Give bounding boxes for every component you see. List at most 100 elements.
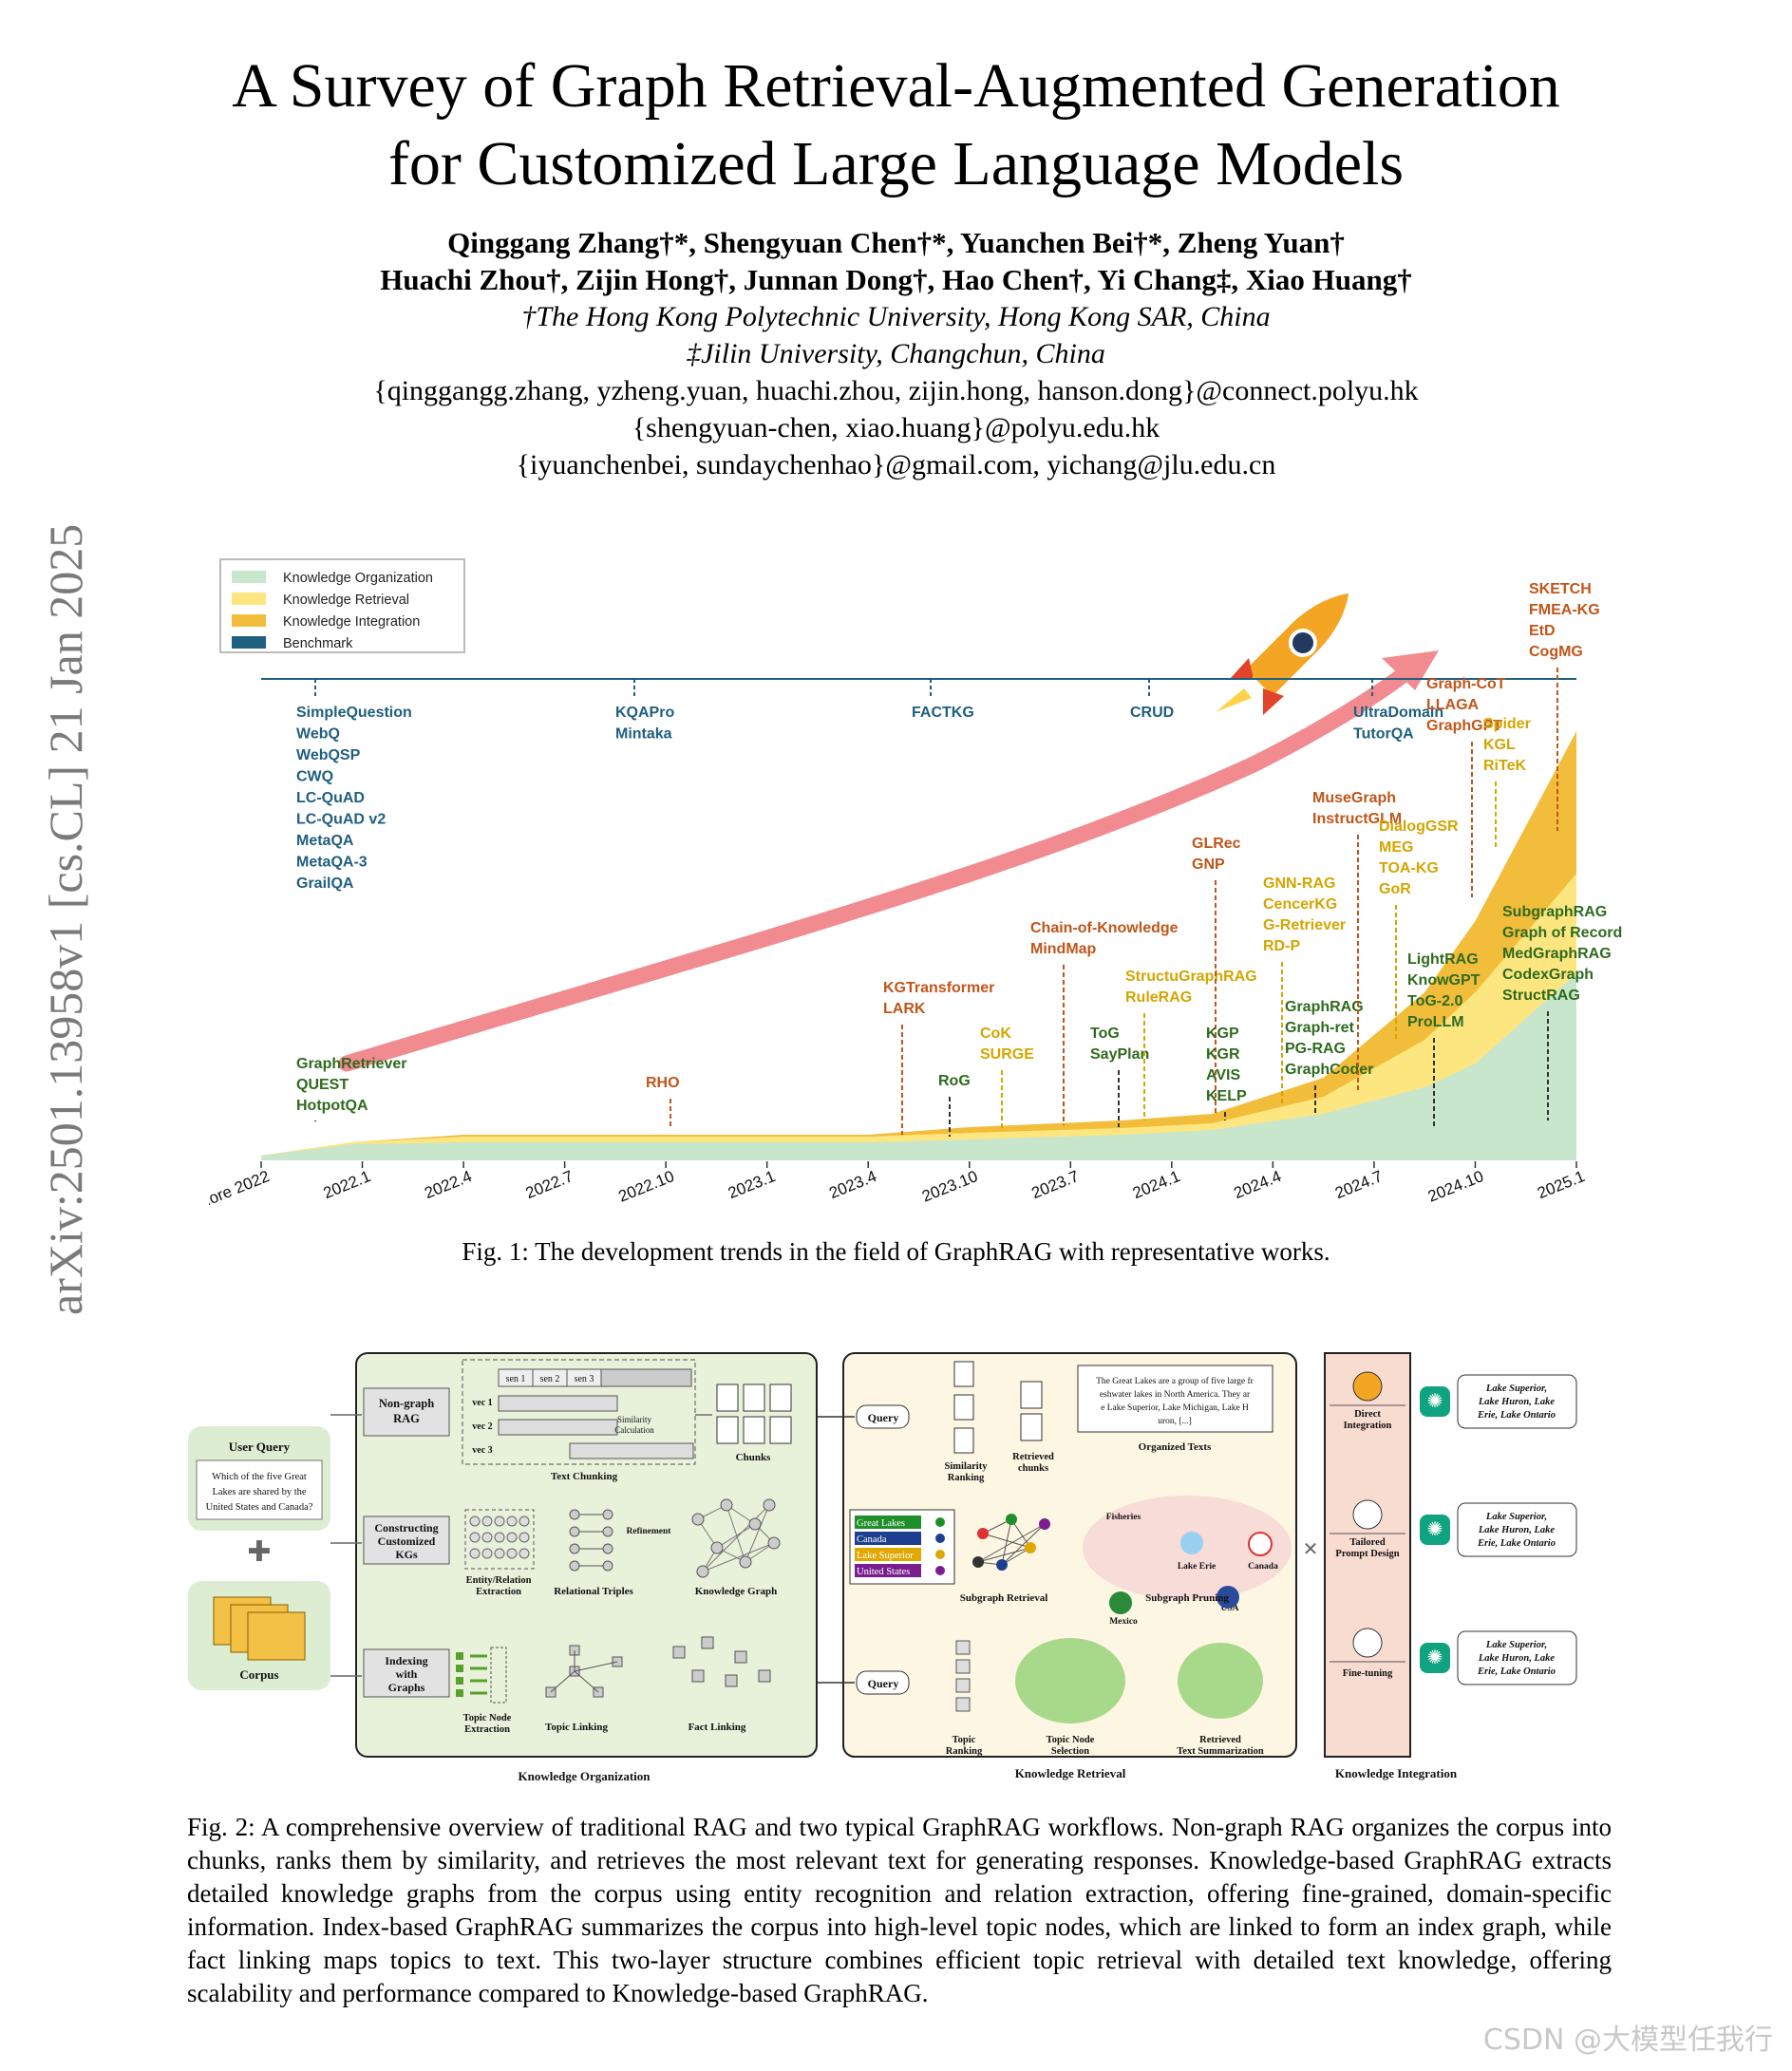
svg-text:Query: Query xyxy=(868,1411,899,1424)
trend-arrow-head xyxy=(1382,650,1439,690)
knowledge-retrieval-panel xyxy=(842,1352,1297,1758)
legend-label: Knowledge Integration xyxy=(283,614,420,630)
corpus-label: Corpus xyxy=(239,1667,278,1682)
email-line-3: {iyuanchenbei, sundaychenhao}@gmail.com,… xyxy=(516,449,1276,480)
benchmark-label: GrailQA xyxy=(296,875,354,892)
work-label: RD-P xyxy=(1263,938,1300,954)
folder-icon xyxy=(247,1611,306,1661)
topic-linking-label: Topic Linking xyxy=(545,1722,608,1733)
svg-text:Ranking: Ranking xyxy=(946,1746,983,1757)
user-query-title: User Query xyxy=(229,1440,291,1454)
text-chunking-label: Text Chunking xyxy=(551,1471,618,1482)
work-labels: GraphRetriever QUEST HotpotQA RHO KGTransfor… xyxy=(296,581,1622,1137)
integration-icon xyxy=(1352,1499,1383,1530)
work-label: MEG xyxy=(1379,839,1413,856)
work-label: KGL xyxy=(1483,737,1516,753)
work-label: CogMG xyxy=(1529,644,1583,660)
knowledge-integration-panel xyxy=(1324,1352,1411,1758)
svg-text:Lake Huron, Lake: Lake Huron, Lake xyxy=(1478,1653,1556,1664)
legend-swatch xyxy=(232,571,266,583)
svg-text:Extraction: Extraction xyxy=(476,1587,521,1597)
work-label: CodexGraph xyxy=(1502,967,1594,983)
row-label-box xyxy=(363,1516,450,1565)
work-label: QUEST xyxy=(296,1077,349,1093)
llm-icon xyxy=(1420,1386,1450,1417)
work-label: PG-RAG xyxy=(1285,1041,1346,1057)
svg-text:Topic Node: Topic Node xyxy=(1047,1735,1095,1745)
section-label-organization: Knowledge Organization xyxy=(518,1769,651,1783)
work-label: GraphGPT xyxy=(1426,718,1502,734)
work-label: EtD xyxy=(1529,623,1556,639)
authors-line-2: Huachi Zhou†, Zijin Hong†, Junnan Dong†,… xyxy=(380,263,1412,296)
x-tick-label: 2024.4 xyxy=(1232,1167,1284,1202)
work-label: SayPlan xyxy=(1090,1046,1149,1063)
svg-text:Lake Huron, Lake: Lake Huron, Lake xyxy=(1478,1525,1556,1535)
svg-text:Retrieved: Retrieved xyxy=(1199,1735,1241,1745)
llm-icon xyxy=(1420,1515,1450,1545)
trend-arrow xyxy=(338,650,1439,1072)
work-label: KnowGPT xyxy=(1407,972,1481,988)
work-label: StructuGraphRAG xyxy=(1125,969,1257,985)
work-label: GraphRAG xyxy=(1285,999,1364,1015)
legend-label: Knowledge Retrieval xyxy=(283,593,409,608)
work-label: SURGE xyxy=(980,1046,1034,1063)
rocket-icon xyxy=(1216,593,1349,715)
work-label: Chain-of-Knowledge xyxy=(1030,920,1179,936)
work-label: ProLLM xyxy=(1407,1014,1464,1030)
svg-text:✺: ✺ xyxy=(1427,1519,1443,1540)
svg-text:Similarity: Similarity xyxy=(945,1461,989,1472)
email-line-1: {qinggangg.zhang, yzheng.yuan, huachi.zh… xyxy=(373,375,1419,406)
work-label: KGTransformer xyxy=(883,980,994,996)
fig1-caption: Fig. 1: The development trends in the fi… xyxy=(462,1237,1330,1266)
x-tick-label: 2025.1 xyxy=(1535,1167,1587,1202)
x-tick-label: 2022.10 xyxy=(616,1167,677,1206)
pruning-label: Canada xyxy=(1248,1562,1278,1572)
query-button-2 xyxy=(856,1670,910,1695)
work-label: ToG-2.0 xyxy=(1407,993,1462,1009)
benchmark-label: TutorQA xyxy=(1353,726,1414,743)
row-label: RAG xyxy=(393,1412,420,1425)
work-label: LARK xyxy=(883,1001,926,1017)
affiliation-2: ‡Jilin University, Changchun, China xyxy=(687,338,1105,369)
svg-text:✺: ✺ xyxy=(1427,1647,1443,1668)
section-label-integration: Knowledge Integration xyxy=(1335,1766,1458,1780)
paper-title: A Survey of Graph Retrieval-Augmented Ge… xyxy=(0,47,1792,203)
svg-text:sen 3: sen 3 xyxy=(575,1374,594,1384)
entity-label: Canada xyxy=(857,1534,887,1545)
row-label: with xyxy=(396,1667,418,1681)
chunks-label: Chunks xyxy=(736,1452,771,1463)
integration-icon xyxy=(1352,1628,1383,1658)
svg-text:Text Summarization: Text Summarization xyxy=(1177,1746,1264,1757)
svg-text:Integration: Integration xyxy=(1344,1421,1392,1431)
row-label: Graphs xyxy=(388,1681,425,1694)
benchmark-label: WebQSP xyxy=(296,747,361,763)
title-line-1: A Survey of Graph Retrieval-Augmented Ge… xyxy=(232,51,1560,121)
pruning-label: Lake Erie xyxy=(1178,1562,1216,1572)
svg-text:Selection: Selection xyxy=(1051,1746,1089,1757)
answer-box xyxy=(1457,1630,1577,1685)
work-label: KGP xyxy=(1206,1026,1239,1042)
work-label: TOA-KG xyxy=(1379,860,1439,876)
benchmark-label: LC-QuAD xyxy=(296,790,365,806)
work-label: CoK xyxy=(980,1026,1011,1042)
development-trends-chart: Knowledge Organization Knowledge Retrieva… xyxy=(209,558,1622,1216)
benchmark-label: Mintaka xyxy=(615,726,672,743)
title-line-2: for Customized Large Language Models xyxy=(387,129,1405,198)
fact-linking-label: Fact Linking xyxy=(689,1722,746,1733)
knowledge-graph-label: Knowledge Graph xyxy=(695,1586,777,1597)
svg-text:Topic Node: Topic Node xyxy=(463,1713,512,1723)
llm-icon xyxy=(1420,1643,1450,1673)
legend-swatch xyxy=(232,614,266,627)
work-label: AVIS xyxy=(1206,1067,1240,1083)
entity-label: United States xyxy=(857,1567,910,1577)
benchmark-label: UltraDomain xyxy=(1353,705,1443,721)
trend-arrow-shaft xyxy=(338,661,1419,1072)
text-chunking-box xyxy=(462,1359,696,1465)
row-label-box xyxy=(363,1387,450,1437)
svg-text:Lake Superior,: Lake Superior, xyxy=(1485,1640,1547,1650)
work-label: Graph-CoT xyxy=(1426,676,1506,692)
user-query-text-box xyxy=(196,1459,323,1520)
work-label: RoG xyxy=(938,1073,971,1089)
row-label: Non-graph xyxy=(379,1397,434,1410)
svg-text:Erie, Lake Ontario: Erie, Lake Ontario xyxy=(1477,1538,1556,1549)
